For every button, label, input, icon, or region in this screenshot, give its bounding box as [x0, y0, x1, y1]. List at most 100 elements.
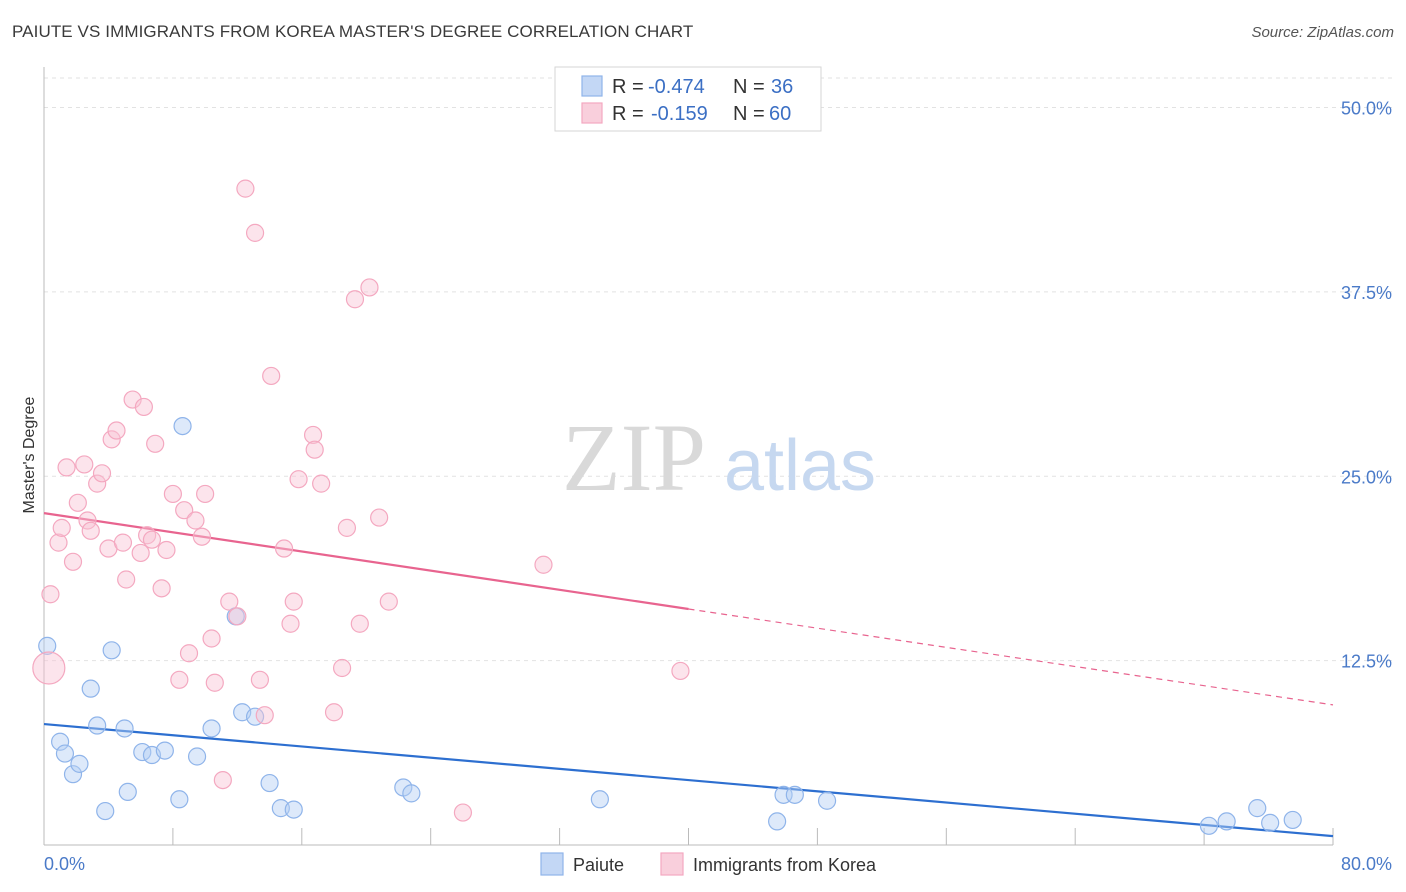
point-korea — [75, 455, 94, 474]
stats-legend-r-value: -0.474 — [648, 76, 705, 98]
x-tick-labels: 0.0% 80.0% — [44, 854, 1392, 874]
trend-line-extension — [688, 608, 1334, 706]
point-korea — [196, 484, 215, 504]
point-paiute — [170, 790, 189, 809]
point-korea — [245, 223, 265, 242]
point-paiute — [1248, 799, 1267, 818]
point-paiute — [88, 716, 107, 735]
point-korea — [157, 540, 176, 560]
x-tick-label-max: 80.0% — [1341, 854, 1392, 874]
point-korea — [281, 614, 300, 633]
point-korea — [186, 511, 205, 530]
point-paiute — [245, 707, 265, 726]
y-tick-label: 50.0% — [1341, 99, 1392, 119]
point-paiute — [768, 812, 787, 831]
point-paiute — [1261, 813, 1280, 832]
point-paiute — [817, 791, 837, 810]
point-korea — [453, 803, 473, 822]
point-paiute — [590, 790, 609, 809]
y-tick-labels: 12.5% 25.0% 37.5% 50.0% — [1341, 99, 1392, 672]
stats-legend-n-value: 36 — [771, 76, 793, 98]
point-korea — [78, 511, 97, 530]
point-paiute — [1217, 812, 1236, 831]
point-paiute — [63, 765, 83, 784]
point-korea — [107, 421, 126, 440]
point-korea — [92, 464, 112, 483]
point-paiute — [38, 636, 57, 655]
legend-label-paiute: Paiute — [573, 855, 624, 875]
point-korea — [303, 425, 323, 445]
point-paiute — [284, 800, 303, 819]
point-korea — [134, 397, 153, 417]
data-points — [32, 179, 1302, 835]
point-korea — [289, 470, 308, 489]
point-korea — [63, 552, 83, 571]
point-korea — [123, 390, 142, 409]
point-korea — [205, 673, 224, 692]
point-paiute — [118, 782, 137, 802]
point-korea — [337, 518, 357, 537]
series-legend: Paiute Immigrants from Korea — [540, 852, 877, 876]
grid-lines — [44, 77, 1392, 662]
point-korea — [236, 179, 255, 198]
point-korea — [57, 458, 76, 477]
point-korea — [142, 530, 162, 549]
stats-legend-n-label: N = — [733, 103, 765, 125]
point-korea — [179, 644, 199, 663]
legend-swatch-paiute — [540, 852, 564, 876]
point-paiute — [173, 417, 192, 436]
point-korea — [312, 474, 331, 493]
legend-swatch-korea — [660, 852, 684, 876]
stats-legend: R = -0.474 N = 36 R = -0.159 N = 60 — [554, 66, 822, 132]
point-korea — [228, 607, 247, 626]
point-korea — [170, 670, 189, 689]
stats-legend-r-label: R = — [612, 76, 644, 98]
point-korea — [379, 592, 398, 611]
point-korea — [255, 706, 274, 725]
point-korea — [192, 527, 212, 546]
point-korea — [220, 592, 239, 611]
chart-title: PAIUTE VS IMMIGRANTS FROM KOREA MASTER'S… — [12, 22, 694, 41]
stats-legend-n-value: 60 — [769, 103, 791, 125]
point-korea — [146, 434, 165, 453]
trend-lines — [43, 512, 1334, 838]
point-paiute — [202, 719, 221, 738]
point-korea — [370, 508, 389, 527]
point-paiute — [785, 785, 804, 804]
point-korea — [324, 703, 344, 722]
point-paiute — [402, 784, 421, 803]
point-korea — [81, 521, 100, 540]
stats-legend-r-label: R = — [612, 103, 644, 125]
point-korea — [305, 440, 324, 459]
point-korea — [68, 493, 87, 512]
point-korea — [332, 658, 352, 678]
point-korea — [52, 518, 71, 537]
point-korea — [175, 501, 194, 520]
point-paiute — [96, 801, 115, 821]
point-paiute — [51, 732, 70, 751]
point-paiute — [102, 641, 121, 660]
point-korea — [350, 614, 369, 633]
point-paiute — [187, 747, 207, 766]
point-korea — [534, 555, 553, 574]
watermark: ZIP atlas — [562, 404, 876, 511]
stats-legend-r-value: -0.159 — [651, 103, 708, 125]
point-paiute — [1283, 810, 1302, 830]
point-paiute — [1199, 816, 1219, 835]
point-korea — [41, 585, 60, 604]
y-tick-label: 37.5% — [1341, 283, 1392, 303]
point-paiute — [81, 679, 100, 698]
stats-legend-swatch-paiute — [581, 75, 603, 97]
point-korea — [102, 430, 121, 449]
point-korea — [113, 533, 133, 552]
point-paiute — [115, 719, 134, 738]
point-korea — [671, 661, 690, 681]
point-paiute — [55, 744, 75, 763]
trend-line-korea — [43, 512, 689, 611]
source-credit: Source: ZipAtlas.com — [1251, 24, 1394, 41]
point-korea — [88, 474, 107, 493]
point-korea — [49, 533, 68, 552]
point-korea — [117, 570, 136, 589]
point-korea — [345, 290, 365, 309]
y-axis-title: Master's Degree — [21, 396, 38, 513]
